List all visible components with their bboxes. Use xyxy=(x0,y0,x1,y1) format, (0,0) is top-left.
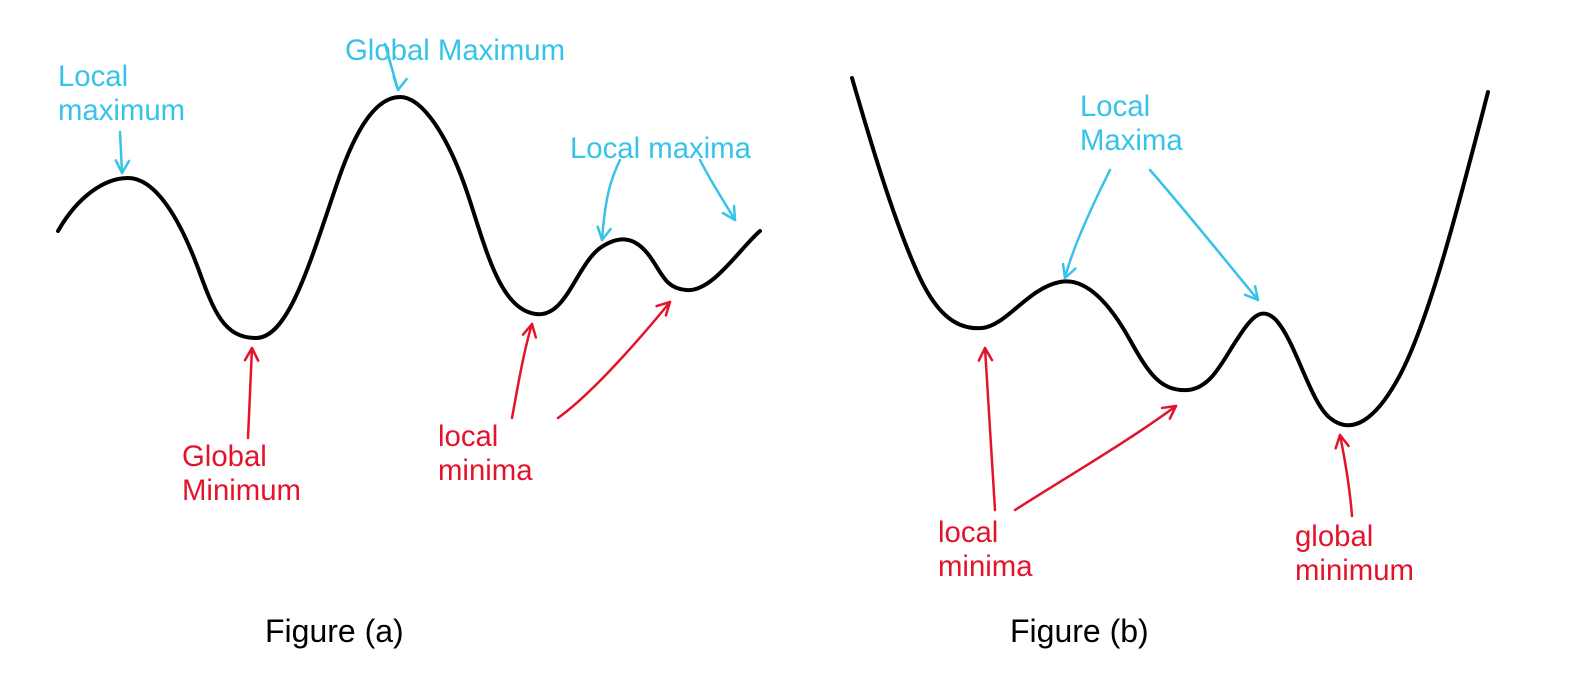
arrow-shaft xyxy=(1340,435,1352,516)
figA-global-min-label: Global Minimum xyxy=(182,440,301,507)
arrow-shaft xyxy=(700,160,735,220)
arrow-shaft xyxy=(1015,406,1176,510)
figA-local-minima-label: local minima xyxy=(438,420,533,487)
arrow-shaft xyxy=(985,348,995,510)
diagram-canvas xyxy=(0,0,1581,700)
figB-local-maxima-label: Local Maxima xyxy=(1080,90,1183,157)
figA-local-maxima-label: Local maxima xyxy=(570,132,751,166)
figB-caption: Figure (b) xyxy=(1010,613,1149,650)
figA-local-max-left-label: Local maximum xyxy=(58,60,185,127)
arrowhead xyxy=(394,77,407,90)
arrow-shaft xyxy=(512,324,532,418)
arrow-shaft xyxy=(558,302,670,418)
arrow-shaft xyxy=(248,348,252,438)
arrow-shaft xyxy=(1065,170,1110,278)
figB-local-minima-label: local minima xyxy=(938,516,1033,583)
figA-global-max-label: Global Maximum xyxy=(345,34,565,68)
figB-global-min-label: global minimum xyxy=(1295,520,1414,587)
arrow-shaft xyxy=(1150,170,1258,300)
figA-caption: Figure (a) xyxy=(265,613,404,650)
